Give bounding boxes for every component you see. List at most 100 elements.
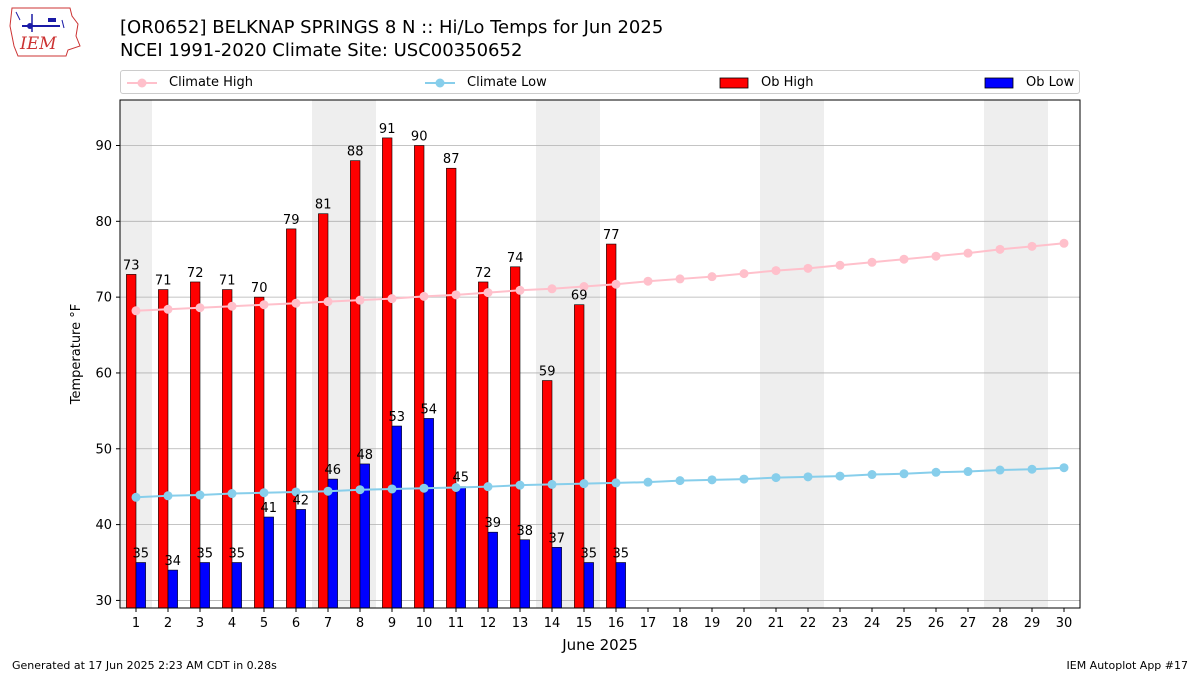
climate-high-point — [227, 301, 237, 311]
x-axis-label: June 2025 — [561, 636, 638, 654]
ob-high-value-label: 73 — [123, 258, 140, 273]
legend-label: Climate Low — [467, 75, 547, 90]
x-tick-label: 30 — [1056, 616, 1073, 631]
x-tick-label: 2 — [164, 616, 172, 631]
climate-low-point — [515, 480, 525, 490]
weekend-band — [760, 100, 792, 608]
climate-low-point — [291, 487, 301, 497]
x-tick-label: 4 — [228, 616, 236, 631]
x-tick-label: 14 — [544, 616, 561, 631]
climate-low-point — [323, 486, 333, 496]
x-tick-label: 3 — [196, 616, 204, 631]
y-tick-label: 30 — [95, 594, 112, 609]
y-axis-label: Temperature °F — [69, 304, 84, 405]
climate-high-point — [547, 284, 557, 294]
legend-label: Ob High — [761, 75, 814, 90]
climate-high-point — [355, 295, 365, 305]
ob-high-value-label: 77 — [603, 228, 620, 243]
x-tick-label: 25 — [896, 616, 913, 631]
ob-low-value-label: 53 — [389, 410, 406, 425]
x-tick-label: 20 — [736, 616, 753, 631]
ob-low-bar — [327, 478, 338, 609]
climate-low-point — [163, 491, 173, 501]
ob-low-bar — [263, 516, 274, 609]
climate-low-point — [579, 479, 589, 489]
climate-low-point — [771, 473, 781, 483]
climate-high-point — [1059, 238, 1069, 248]
ob-high-value-label: 72 — [475, 266, 492, 281]
x-tick-label: 6 — [292, 616, 300, 631]
x-tick-label: 26 — [928, 616, 945, 631]
logo-text: IEM — [20, 34, 57, 54]
climate-high-point — [675, 274, 685, 284]
ob-high-bar — [510, 266, 521, 609]
climate-high-point — [131, 306, 141, 316]
climate-low-line — [135, 466, 1065, 499]
ob-low-value-label: 37 — [549, 531, 566, 546]
climate-low-point — [355, 485, 365, 495]
climate-high-point — [739, 269, 749, 279]
ob-high-value-label: 74 — [507, 251, 524, 266]
climate-low-point — [1027, 464, 1037, 474]
ob-high-bar — [478, 281, 489, 609]
ob-low-value-label: 46 — [325, 463, 342, 478]
ob-high-bar — [318, 213, 329, 609]
climate-low-point — [707, 475, 717, 485]
weekend-band — [984, 100, 1016, 608]
ob-low-bar — [231, 562, 242, 609]
climate-high-point — [195, 303, 205, 313]
ob-low-bar — [583, 562, 594, 609]
ob-low-bar — [135, 562, 146, 609]
ob-low-bar — [487, 531, 498, 609]
climate-low-point — [867, 470, 877, 480]
climate-low-point — [1059, 463, 1069, 473]
x-tick-label: 23 — [832, 616, 849, 631]
ob-low-bar — [199, 562, 210, 609]
ob-low-value-label: 45 — [453, 471, 470, 486]
climate-high-point — [419, 291, 429, 301]
ob-low-value-label: 41 — [261, 501, 278, 516]
ob-high-value-label: 70 — [251, 281, 268, 296]
climate-low-point — [675, 476, 685, 486]
ob-high-bar — [414, 145, 425, 609]
y-tick-label: 70 — [95, 291, 112, 306]
climate-low-point — [995, 465, 1005, 475]
ob-low-value-label: 39 — [485, 516, 502, 531]
climate-high-point — [163, 304, 173, 314]
x-tick-label: 10 — [416, 616, 433, 631]
climate-low-point — [547, 479, 557, 489]
ob-low-bar — [551, 547, 562, 609]
ob-high-value-label: 81 — [315, 198, 332, 213]
climate-high-point — [835, 260, 845, 270]
climate-low-point — [611, 478, 621, 488]
ob-low-bar — [167, 569, 178, 609]
x-tick-label: 21 — [768, 616, 785, 631]
x-tick-label: 12 — [480, 616, 497, 631]
climate-low-point — [195, 490, 205, 500]
ob-low-value-label: 42 — [293, 493, 310, 508]
ob-high-value-label: 91 — [379, 122, 396, 137]
x-tick-label: 16 — [608, 616, 625, 631]
ob-high-bar — [254, 296, 265, 609]
ob-high-value-label: 71 — [155, 274, 172, 289]
climate-low-point — [227, 489, 237, 499]
climate-low-point — [931, 467, 941, 477]
x-tick-label: 19 — [704, 616, 721, 631]
x-tick-label: 28 — [992, 616, 1009, 631]
ob-high-value-label: 90 — [411, 129, 428, 144]
climate-high-point — [323, 297, 333, 307]
y-tick-label: 90 — [95, 139, 112, 154]
climate-high-point — [483, 288, 493, 298]
ob-high-bar — [542, 380, 553, 609]
climate-high-point — [643, 276, 653, 286]
y-tick-label: 80 — [95, 215, 112, 230]
climate-low-point — [259, 488, 269, 498]
ob-high-bar — [350, 160, 361, 609]
climate-high-point — [931, 251, 941, 261]
legend-label: Climate High — [169, 75, 254, 90]
ob-low-value-label: 38 — [517, 524, 534, 539]
x-tick-label: 1 — [132, 616, 140, 631]
x-tick-label: 5 — [260, 616, 268, 631]
climate-high-point — [579, 282, 589, 292]
climate-high-point — [1027, 241, 1037, 251]
